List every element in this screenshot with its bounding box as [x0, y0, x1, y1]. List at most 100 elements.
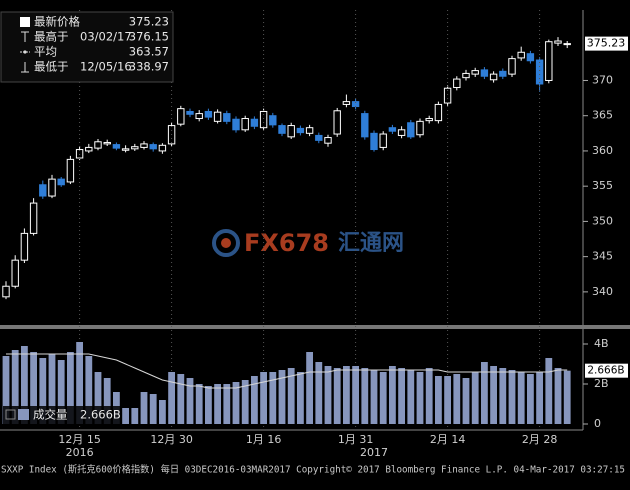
volume-bar: [251, 376, 258, 424]
candle-body: [471, 70, 479, 75]
watermark: FX678 汇通网: [212, 229, 404, 257]
candle-body: [29, 202, 38, 234]
volume-bar: [361, 368, 369, 424]
volume-bar: [517, 372, 525, 424]
last-volume-label: 2.666B: [587, 365, 624, 377]
panel-separator: [0, 325, 630, 329]
volume-legend-value: 2.666B: [80, 408, 121, 422]
volume-average-line: [6, 353, 568, 389]
candle-body: [499, 70, 507, 77]
y-tick-label: 360: [592, 144, 613, 157]
volume-legend: 成交量 2.666B: [3, 406, 121, 424]
candle-body: [278, 125, 286, 134]
volume-bar: [379, 372, 387, 424]
candle-body: [195, 113, 203, 120]
candle-body: [388, 127, 397, 132]
y-tick-label: 0: [594, 417, 601, 430]
y-tick-label: 365: [592, 109, 613, 122]
volume-bar: [2, 356, 10, 424]
y-tick-label: 355: [592, 179, 613, 192]
last-volume-box: [585, 363, 628, 378]
y-tick-label: 2B: [594, 377, 609, 390]
candle-body: [287, 125, 295, 138]
candle-body: [305, 127, 314, 134]
candle-body: [223, 113, 231, 122]
candle-body: [177, 108, 185, 125]
x-tick-label: 12月 30: [150, 433, 193, 446]
volume-bar: [140, 392, 148, 424]
volume-bar: [269, 372, 277, 424]
volume-bar: [278, 370, 286, 424]
candle-body: [121, 148, 130, 151]
candle-body: [416, 120, 424, 136]
candle-body: [66, 158, 75, 183]
x-year-label: 2016: [66, 446, 94, 459]
volume-bar: [21, 346, 28, 424]
legend-icon: [23, 50, 27, 54]
candle-body: [2, 285, 10, 298]
volume-legend-swatch: [18, 409, 29, 420]
volume-bar: [103, 378, 111, 424]
volume-bar: [453, 374, 461, 424]
legend-value: 375.23: [129, 15, 169, 29]
candle-body: [333, 110, 341, 135]
volume-bar: [223, 384, 231, 424]
footer: SXXP Index (斯托克600价格指数) 每日 03DEC2016-03M…: [1, 464, 625, 476]
volume-bar: [241, 380, 249, 424]
candle-body: [204, 110, 213, 118]
volume-bar: [149, 394, 157, 424]
candle-body: [563, 43, 571, 46]
x-year-label: 2017: [360, 446, 388, 459]
volume-bar: [416, 372, 424, 424]
watermark-logo: [221, 238, 231, 248]
volume-bar: [407, 370, 415, 424]
volume-bar: [563, 370, 571, 424]
x-tick-label: 2月 14: [430, 433, 466, 446]
volume-bar: [76, 342, 83, 424]
legend-date: 03/02/17: [80, 30, 132, 44]
volume-bar: [462, 378, 470, 424]
volume-bar: [554, 368, 562, 424]
y-tick-label: 340: [592, 285, 613, 298]
candle-body: [379, 133, 387, 148]
candle-body: [213, 111, 222, 122]
volume-bar: [370, 370, 378, 424]
candle-body: [324, 137, 332, 144]
legend-value: 338.97: [129, 60, 169, 74]
candle-body: [370, 132, 378, 151]
volume-bar: [324, 366, 332, 424]
volume-bar: [481, 362, 488, 424]
volume-bar: [508, 370, 516, 424]
legend-label: 最低于: [34, 60, 69, 74]
candle-body: [149, 144, 157, 150]
volume-bar: [471, 372, 479, 424]
volume-bar: [444, 376, 451, 424]
volume-bar: [490, 366, 497, 424]
candle-body: [296, 127, 305, 134]
volume-bar: [425, 368, 433, 424]
x-tick-label: 2月 28: [522, 433, 558, 446]
volume-bar: [131, 408, 139, 424]
legend-value: 376.15: [129, 30, 169, 44]
volume-legend-box: [3, 406, 121, 424]
volume-bar: [389, 366, 396, 424]
y-tick-label: 4B: [594, 337, 609, 350]
volume-bar: [527, 374, 534, 424]
candle-body: [241, 118, 249, 131]
candle-body: [48, 178, 56, 197]
volume-bar: [11, 350, 19, 424]
y-tick-label: 370: [592, 73, 613, 86]
candle-body: [131, 146, 139, 150]
volume-bar: [57, 360, 65, 424]
candle-body: [85, 146, 93, 152]
x-tick-label: 1月 31: [338, 433, 374, 446]
candle-body: [407, 122, 415, 138]
volume-bar: [85, 356, 93, 424]
candle-body: [443, 87, 452, 104]
volume-bar: [306, 352, 313, 424]
volume-bar: [48, 354, 56, 424]
candle-body: [186, 110, 194, 115]
volume-bar: [30, 352, 37, 424]
